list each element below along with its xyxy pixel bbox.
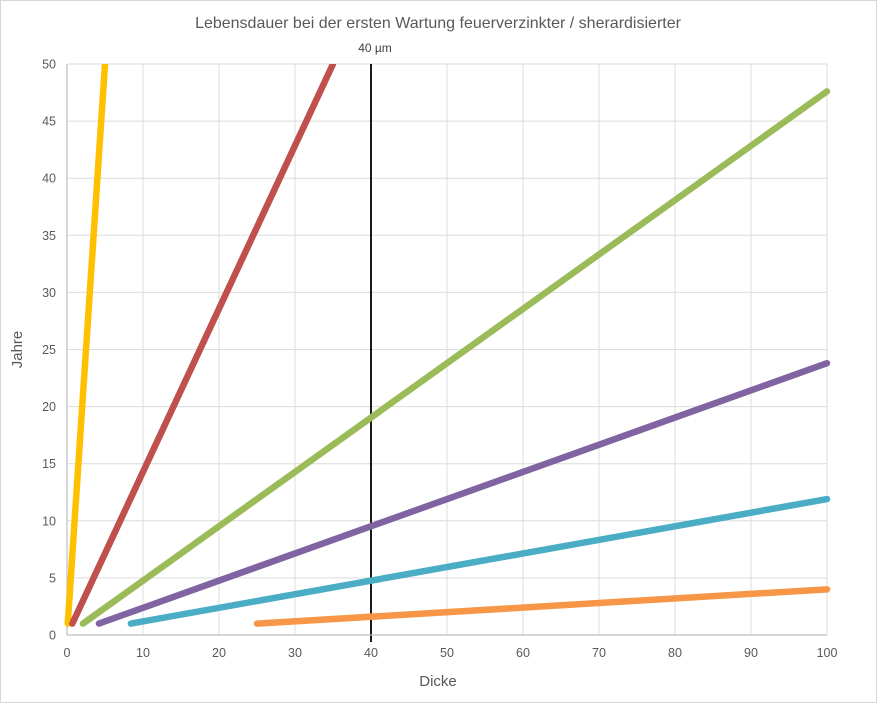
x-tick-label: 10: [136, 646, 150, 660]
cyan-line: [127, 495, 831, 627]
axes: [66, 64, 827, 636]
y-tick-label: 0: [49, 629, 56, 643]
y-axis-title: Jahre: [9, 331, 26, 369]
x-tick-label: 70: [592, 646, 606, 660]
chart-title: Lebensdauer bei der ersten Wartung feuer…: [195, 15, 682, 32]
x-tick-label: 20: [212, 646, 226, 660]
purple-line: [95, 359, 831, 627]
x-tick-label: 80: [668, 646, 682, 660]
x-tick-label: 90: [744, 646, 758, 660]
red-line: [69, 64, 337, 627]
y-tick-label: 25: [42, 343, 56, 357]
green-line: [79, 88, 831, 627]
x-tick-label: 30: [288, 646, 302, 660]
y-tick-label: 50: [42, 58, 56, 72]
reference-line-label: 40 µm: [358, 41, 392, 55]
orange-line: [253, 586, 831, 627]
y-tick-label: 35: [42, 229, 56, 243]
y-tick-label: 45: [42, 115, 56, 129]
yellow-line: [64, 64, 109, 627]
x-tick-label: 0: [64, 646, 71, 660]
y-tick-label: 15: [42, 457, 56, 471]
y-tick-label: 20: [42, 400, 56, 414]
y-tick-label: 5: [49, 571, 56, 585]
x-tick-label: 50: [440, 646, 454, 660]
y-tick-label: 10: [42, 514, 56, 528]
y-tick-label: 30: [42, 286, 56, 300]
x-tick-label: 40: [364, 646, 378, 660]
tick-labels: 0 10 20 30 40 50 60 70 80 90 100 0 5 10 15 20 25 30 35 40 45…: [42, 58, 837, 661]
y-tick-label: 40: [42, 172, 56, 186]
x-tick-label: 100: [817, 646, 838, 660]
x-axis-title: Dicke: [419, 673, 457, 690]
series-layer: [64, 64, 831, 627]
gridlines: [67, 63, 828, 635]
x-tick-label: 60: [516, 646, 530, 660]
